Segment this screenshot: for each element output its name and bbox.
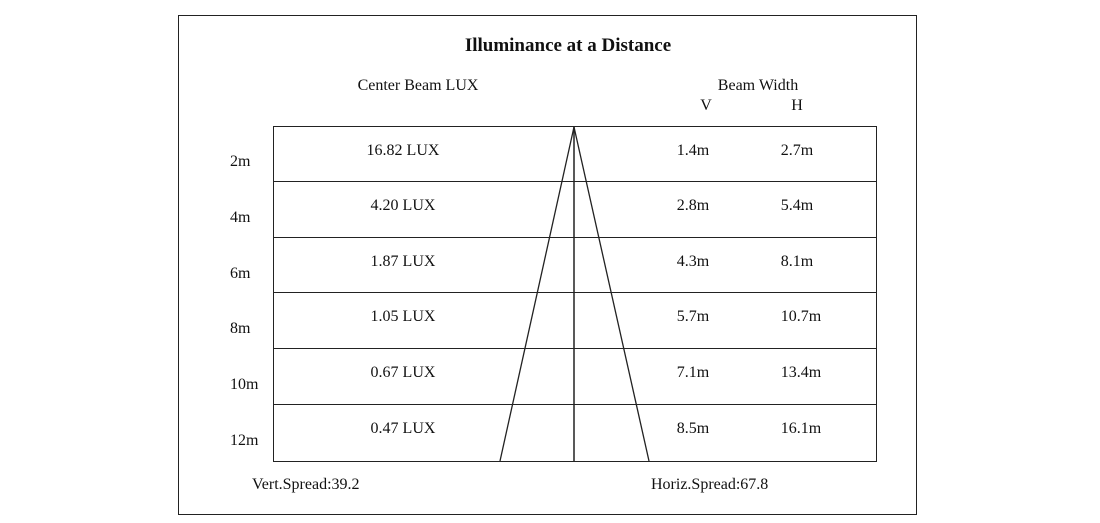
row-divider	[273, 292, 877, 293]
row-divider	[273, 181, 877, 182]
row-h-width: 10.7m	[780, 308, 822, 325]
row-lux: 0.47 LUX	[370, 420, 436, 437]
row-lux: 1.87 LUX	[370, 253, 436, 270]
beam-left-edge	[499, 126, 575, 462]
row-h-width: 8.1m	[780, 253, 814, 270]
row-distance: 6m	[230, 265, 251, 282]
row-distance: 8m	[230, 320, 251, 337]
row-lux: 4.20 LUX	[370, 197, 436, 214]
diagram-frame	[178, 15, 917, 515]
row-v-width: 2.8m	[676, 197, 710, 214]
row-distance: 10m	[230, 376, 259, 393]
row-distance: 2m	[230, 153, 251, 170]
row-lux: 1.05 LUX	[370, 308, 436, 325]
row-lux: 0.67 LUX	[370, 364, 436, 381]
header-center-beam: Center Beam LUX	[357, 77, 479, 94]
beam-right-edge	[573, 126, 650, 462]
row-v-width: 8.5m	[676, 420, 710, 437]
row-distance: 12m	[230, 432, 259, 449]
beam-table	[273, 126, 877, 462]
row-lux: 16.82 LUX	[366, 142, 440, 159]
row-h-width: 16.1m	[780, 420, 822, 437]
row-v-width: 7.1m	[676, 364, 710, 381]
row-divider	[273, 348, 877, 349]
header-v: V	[700, 97, 712, 114]
row-divider	[273, 404, 877, 405]
vertical-spread: Vert.Spread:39.2	[252, 476, 360, 493]
row-h-width: 13.4m	[780, 364, 822, 381]
row-h-width: 5.4m	[780, 197, 814, 214]
header-beam-width: Beam Width	[717, 77, 799, 94]
header-h: H	[791, 97, 803, 114]
row-distance: 4m	[230, 209, 251, 226]
row-divider	[273, 237, 877, 238]
row-v-width: 4.3m	[676, 253, 710, 270]
row-h-width: 2.7m	[780, 142, 814, 159]
horizontal-spread: Horiz.Spread:67.8	[651, 476, 769, 493]
diagram-title: Illuminance at a Distance	[464, 35, 672, 56]
row-v-width: 1.4m	[676, 142, 710, 159]
row-v-width: 5.7m	[676, 308, 710, 325]
